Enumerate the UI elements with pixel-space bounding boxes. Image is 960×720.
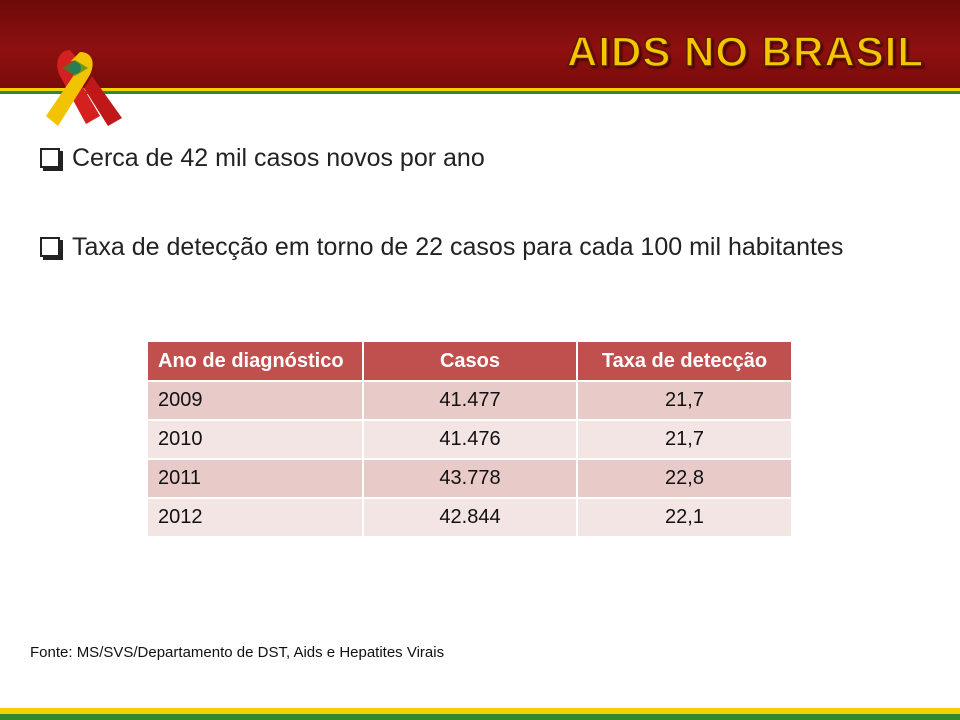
table-cell: 42.844 [363, 497, 578, 536]
bullet-text: Cerca de 42 mil casos novos por ano [72, 144, 485, 172]
table-header-row: Ano de diagnóstico Casos Taxa de detecção [148, 342, 793, 381]
table-cell: 41.477 [363, 380, 578, 420]
table-cell: 2010 [148, 419, 364, 459]
checkbox-icon [40, 148, 60, 168]
table-cell: 21,7 [577, 380, 793, 420]
table-body: 2009 41.477 21,7 2010 41.476 21,7 2011 43.778 22… [148, 380, 793, 536]
data-table: Ano de diagnóstico Casos Taxa de detecção … [148, 342, 793, 536]
table-row: 2010 41.476 21,7 [148, 419, 793, 459]
table-cell: 22,8 [577, 458, 793, 498]
bullet: Cerca de 42 mil casos novos por ano [40, 137, 860, 179]
header-stripe [0, 88, 960, 94]
column-header: Ano de diagnóstico [148, 342, 364, 381]
table-cell: 2009 [148, 380, 364, 420]
table-row: 2009 41.477 21,7 [148, 380, 793, 420]
source-note: Fonte: MS/SVS/Departamento de DST, Aids … [30, 644, 445, 661]
table-row: 2011 43.778 22,8 [148, 458, 793, 498]
footer-stripe [0, 708, 960, 720]
table-cell: 2012 [148, 497, 364, 536]
header-band [0, 0, 960, 88]
table-cell: 2011 [148, 458, 364, 498]
bullet: Taxa de detecção em torno de 22 casos pa… [40, 226, 860, 268]
ribbon-logo [46, 50, 122, 126]
column-header: Casos [363, 342, 578, 381]
table-cell: 21,7 [577, 419, 793, 459]
slide-title: AIDS NO BRASIL [566, 27, 924, 76]
bullet-text: Taxa de detecção em torno de 22 casos pa… [72, 233, 844, 261]
column-header: Taxa de detecção [577, 342, 793, 381]
table-cell: 43.778 [363, 458, 578, 498]
checkbox-icon [40, 237, 60, 257]
table-cell: 22,1 [577, 497, 793, 536]
table-cell: 41.476 [363, 419, 578, 459]
table-row: 2012 42.844 22,1 [148, 497, 793, 536]
